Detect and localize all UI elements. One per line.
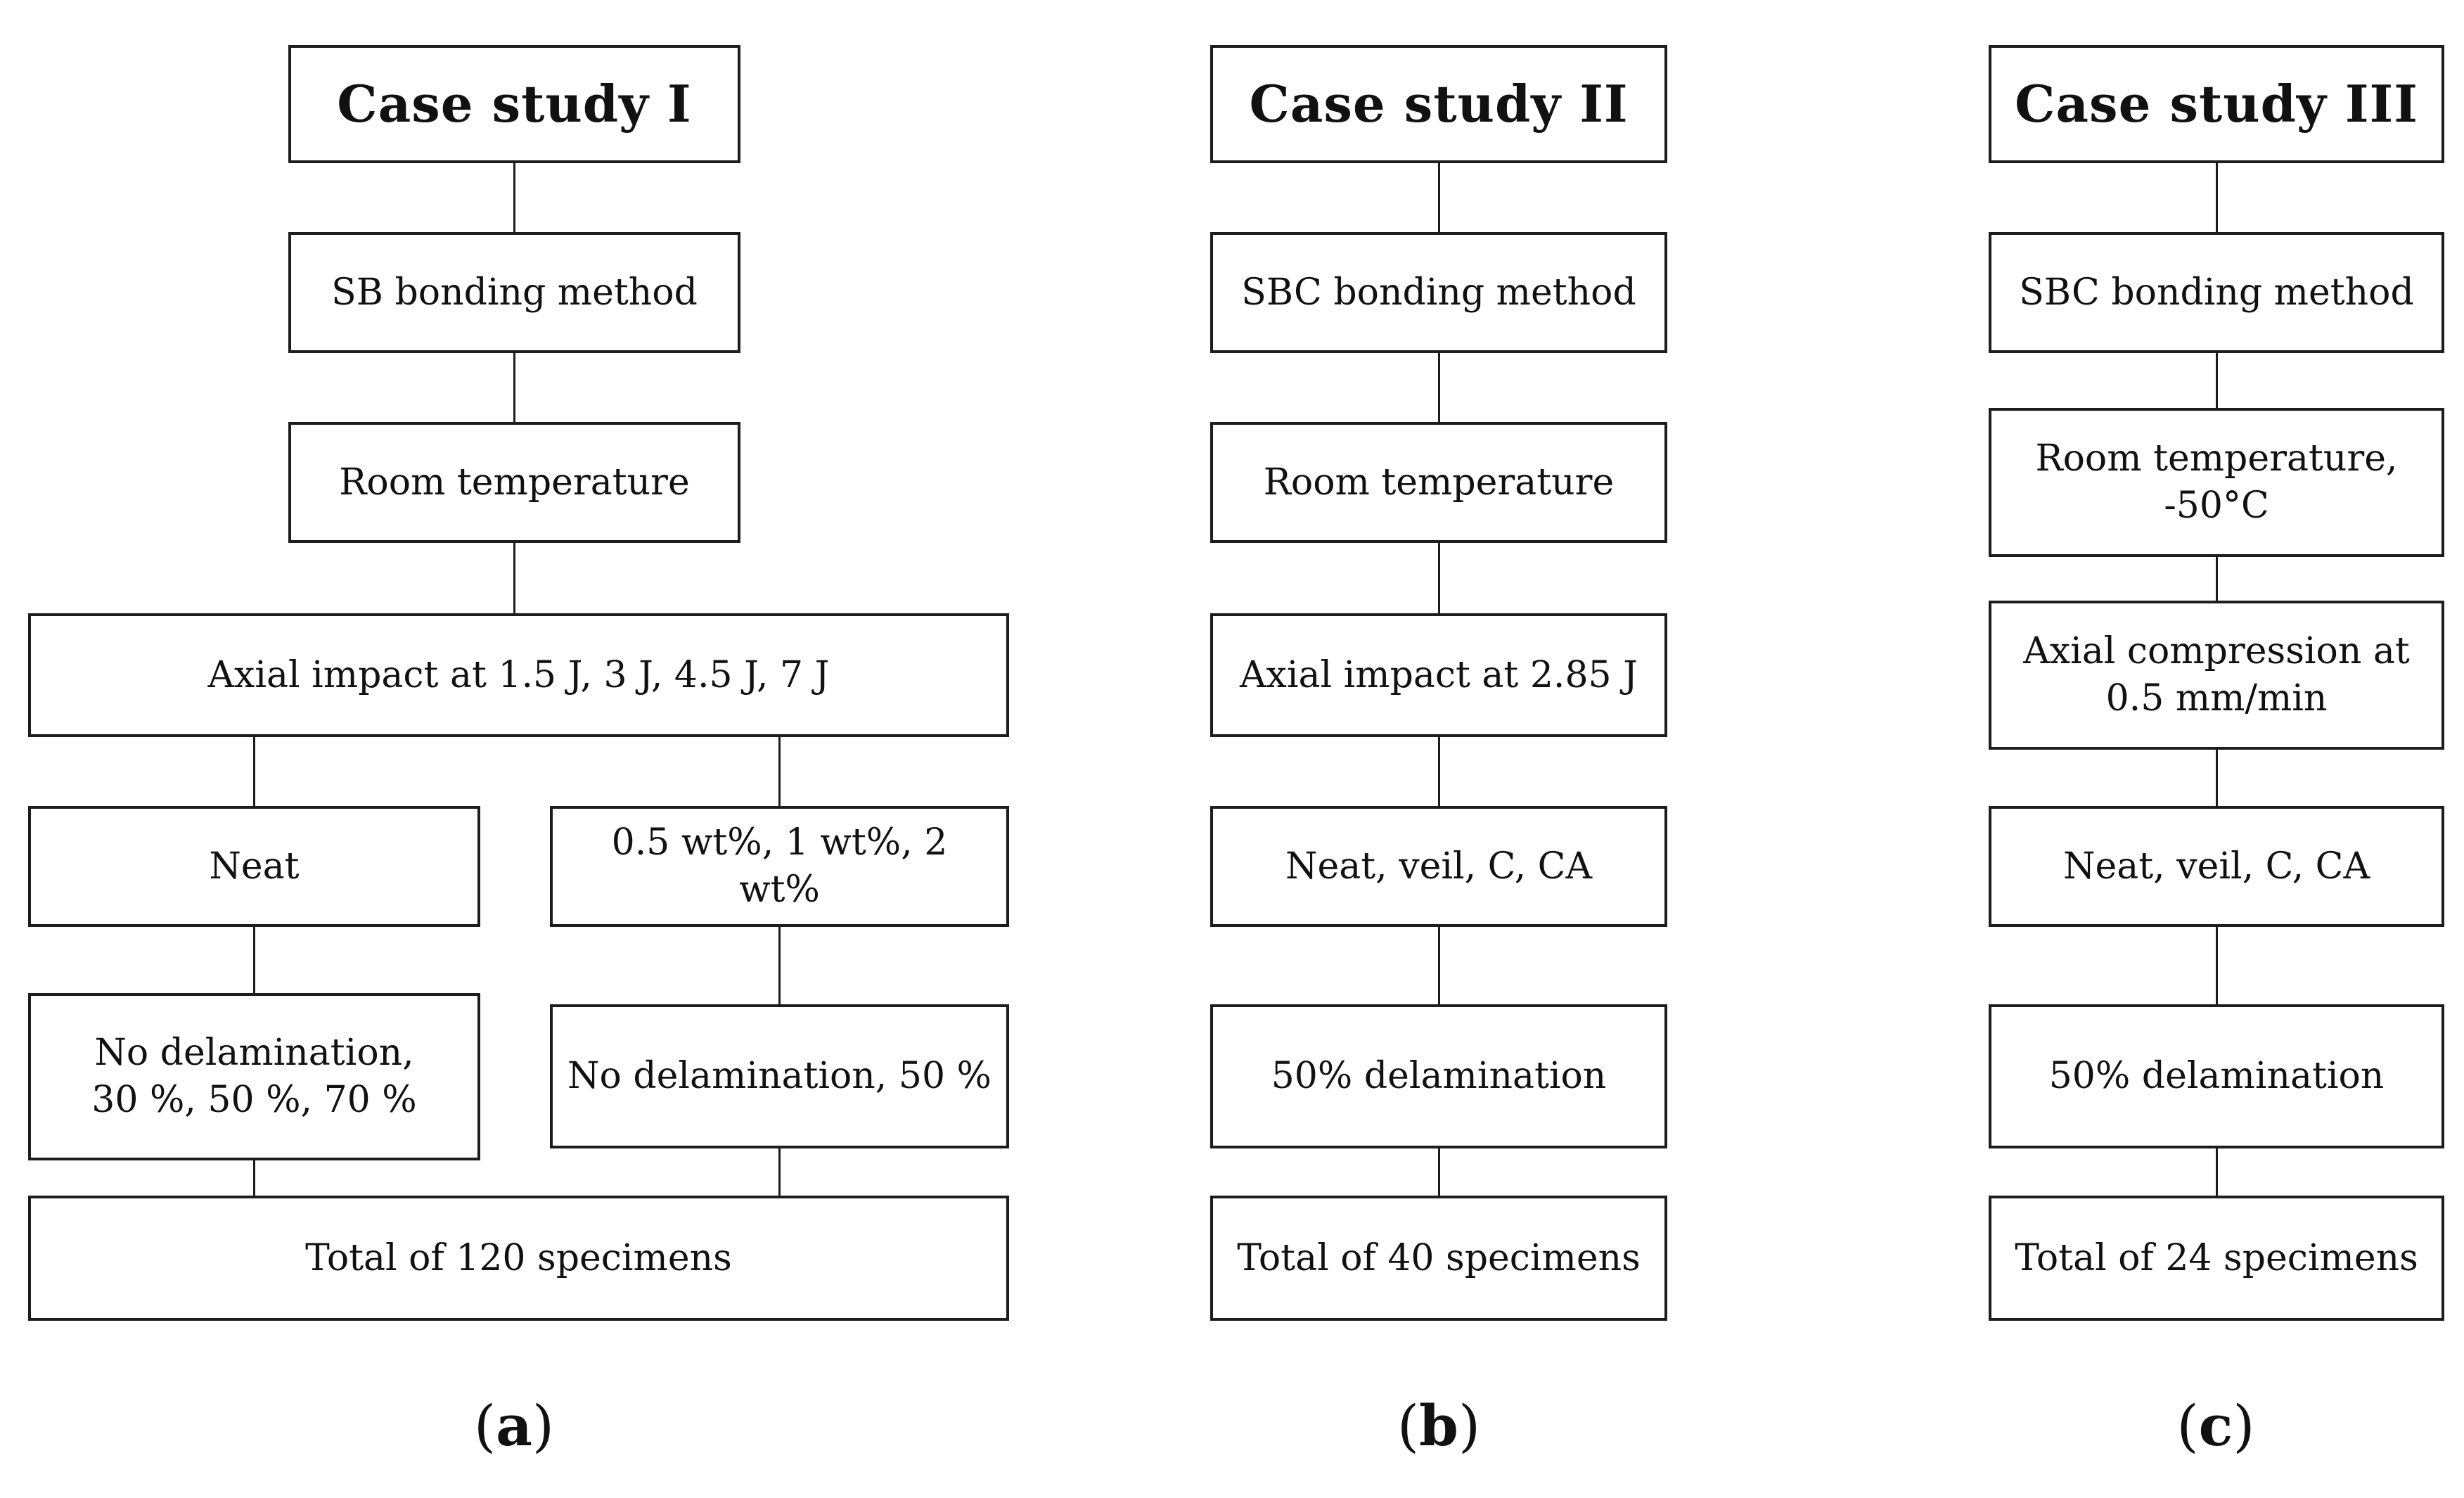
connector-line [2216, 748, 2218, 807]
total-box-b: Total of 40 specimens [1210, 1196, 1667, 1321]
caption-b-letter: b [1419, 1393, 1458, 1459]
connector-line [778, 736, 781, 807]
caption-b: (b) [1347, 1393, 1530, 1459]
loading-box-a: Axial impact at 1.5 J, 3 J, 4.5 J, 7 J [28, 613, 1009, 737]
loading-box-c-line2: 0.5 mm/min [2105, 677, 2328, 719]
temperature-box-c-line2: -50°C [2164, 485, 2269, 527]
connector-line [2216, 352, 2218, 409]
delamination-box-a-left-line2: 30 %, 50 %, 70 % [91, 1079, 417, 1121]
total-box-c: Total of 24 specimens [1989, 1196, 2444, 1321]
bonding-method-box-b: SBC bonding method [1210, 232, 1667, 353]
connector-line [2216, 556, 2218, 602]
caption-c: (c) [2124, 1393, 2307, 1459]
temperature-box-b: Room temperature [1210, 422, 1667, 543]
connector-line [1438, 352, 1440, 423]
caption-a-open: ( [473, 1393, 496, 1459]
caption-c-letter: c [2198, 1393, 2233, 1459]
temperature-box-c-line1: Room temperature, [2035, 437, 2398, 480]
bonding-method-box-a: SB bonding method [288, 232, 740, 353]
connector-line [1438, 1147, 1440, 1197]
title-box-c: Case study III [1989, 45, 2444, 163]
delamination-box-c: 50% delamination [1989, 1004, 2444, 1148]
title-box-b: Case study II [1210, 45, 1667, 163]
connector-line [1438, 736, 1440, 807]
connector-line [2216, 1147, 2218, 1197]
connector-line [1438, 162, 1440, 233]
caption-a-close: ) [532, 1393, 555, 1459]
bonding-method-box-c: SBC bonding method [1989, 232, 2444, 353]
material-box-a-left: Neat [28, 806, 480, 927]
connector-line [513, 162, 515, 233]
caption-a-letter: a [496, 1393, 532, 1459]
connector-line [778, 926, 781, 1006]
temperature-box-c: Room temperature, -50°C [1989, 408, 2444, 557]
caption-a: (a) [423, 1393, 605, 1459]
delamination-box-a-left-line1: No delamination, [94, 1032, 414, 1075]
connector-line [253, 736, 255, 807]
temperature-box-a: Room temperature [288, 422, 740, 543]
loading-box-c: Axial compression at 0.5 mm/min [1989, 601, 2444, 750]
delamination-box-b: 50% delamination [1210, 1004, 1667, 1148]
delamination-box-a-left: No delamination, 30 %, 50 %, 70 % [28, 993, 480, 1160]
caption-b-close: ) [1458, 1393, 1481, 1459]
connector-line [1438, 926, 1440, 1006]
caption-b-open: ( [1397, 1393, 1420, 1459]
total-box-a: Total of 120 specimens [28, 1196, 1009, 1321]
caption-c-close: ) [2233, 1393, 2255, 1459]
connector-line [253, 926, 255, 996]
connector-line [2216, 926, 2218, 1006]
materials-box-c: Neat, veil, C, CA [1989, 806, 2444, 927]
connector-line [778, 1147, 781, 1197]
connector-line [513, 352, 515, 423]
connector-line [253, 1159, 255, 1197]
material-box-a-right: 0.5 wt%, 1 wt%, 2 wt% [550, 806, 1009, 927]
title-box-a: Case study I [288, 45, 740, 163]
caption-c-open: ( [2176, 1393, 2199, 1459]
connector-line [2216, 162, 2218, 233]
materials-box-b: Neat, veil, C, CA [1210, 806, 1667, 927]
connector-line [513, 542, 515, 615]
connector-line [1438, 542, 1440, 615]
loading-box-b: Axial impact at 2.85 J [1210, 613, 1667, 737]
delamination-box-a-right: No delamination, 50 % [550, 1004, 1009, 1148]
loading-box-c-line1: Axial compression at [2023, 630, 2410, 673]
